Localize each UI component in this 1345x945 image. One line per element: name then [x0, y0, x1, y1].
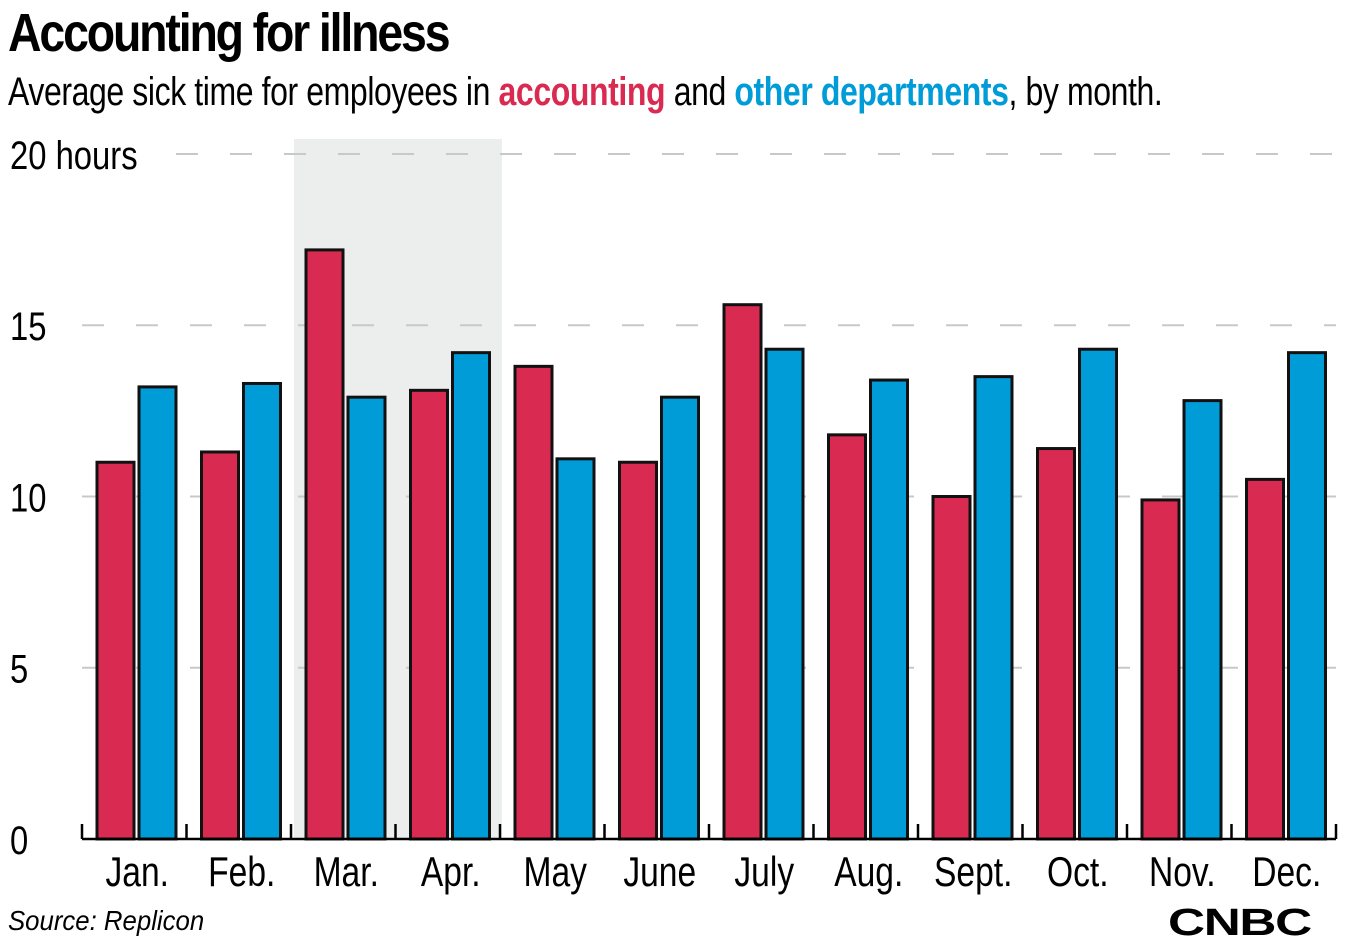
- legend-other-departments: other departments: [734, 70, 1009, 114]
- bar-accounting-2: [304, 248, 345, 841]
- y-tick-label: 20 hours: [10, 133, 138, 178]
- x-tick-label: Jan.: [106, 850, 169, 896]
- bar-other-departments-4: [555, 457, 596, 841]
- bar-accounting-4: [513, 364, 554, 841]
- bar-accounting-10: [1140, 498, 1181, 841]
- subtitle-text-post: , by month.: [1008, 70, 1163, 114]
- bar-accounting-1: [200, 450, 240, 841]
- legend-accounting: accounting: [498, 70, 666, 114]
- bar-accounting-7: [827, 433, 867, 841]
- bar-other-departments-6: [764, 347, 805, 841]
- subtitle-text-mid: and: [665, 70, 735, 114]
- source-note: Source: Replicon: [8, 905, 205, 936]
- bar-other-departments-3: [451, 351, 491, 841]
- x-tick-label: Dec.: [1252, 850, 1321, 896]
- bar-other-departments-7: [869, 378, 909, 841]
- subtitle-text-pre: Average sick time for employees in: [8, 70, 499, 114]
- bar-other-departments-10: [1182, 399, 1223, 841]
- x-tick-label: Feb.: [208, 850, 275, 896]
- bar-accounting-11: [1245, 477, 1285, 841]
- bar-other-departments-11: [1287, 351, 1327, 841]
- chart-title: Accounting for illness: [8, 3, 451, 63]
- x-tick-label: Mar.: [314, 850, 379, 896]
- bar-accounting-8: [931, 495, 972, 841]
- chart-subtitle: Average sick time for employees in accou…: [8, 70, 1163, 115]
- x-tick-label: Sept.: [934, 850, 1012, 896]
- bar-other-departments-5: [660, 395, 700, 841]
- x-tick-label: Nov.: [1149, 850, 1216, 896]
- x-axis-ticks: Jan. Feb. Mar. Apr. May June July Aug. Sept. Oct.…: [106, 850, 1322, 896]
- y-tick-label: 15: [10, 304, 46, 349]
- bar-other-departments-8: [973, 375, 1014, 841]
- y-tick-label: 0: [10, 818, 28, 863]
- y-tick-label: 10: [10, 475, 46, 520]
- x-tick-label: Aug.: [834, 850, 903, 896]
- bar-other-departments-2: [346, 395, 387, 841]
- x-tick-label: Oct.: [1047, 850, 1109, 896]
- bar-other-departments-9: [1078, 347, 1118, 841]
- cnbc-logo: CNBC: [1168, 902, 1312, 944]
- bar-accounting-3: [409, 388, 449, 841]
- y-axis-ticks: 0 5 10 15 20 hours: [10, 133, 138, 863]
- bar-accounting-0: [95, 460, 136, 841]
- bar-accounting-9: [1036, 447, 1076, 841]
- bar-accounting-6: [722, 303, 763, 841]
- x-tick-label: June: [623, 850, 696, 896]
- y-tick-label: 5: [10, 647, 28, 692]
- bar-other-departments-1: [242, 381, 282, 841]
- x-tick-label: Apr.: [421, 850, 481, 896]
- bars: [95, 248, 1327, 841]
- x-tick-label: July: [734, 850, 794, 896]
- bar-other-departments-0: [137, 385, 178, 841]
- x-tick-label: May: [524, 850, 587, 896]
- x-axis: [80, 824, 1338, 841]
- bar-accounting-5: [618, 460, 658, 841]
- gridlines: [82, 153, 1336, 669]
